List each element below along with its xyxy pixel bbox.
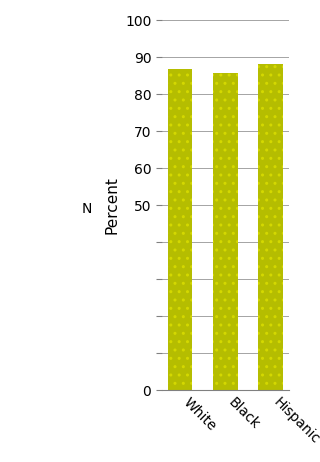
Bar <box>258 64 283 390</box>
Y-axis label: Percent: Percent <box>104 176 119 234</box>
Bar <box>168 69 192 390</box>
Text: N: N <box>82 202 92 216</box>
Bar <box>213 73 238 390</box>
